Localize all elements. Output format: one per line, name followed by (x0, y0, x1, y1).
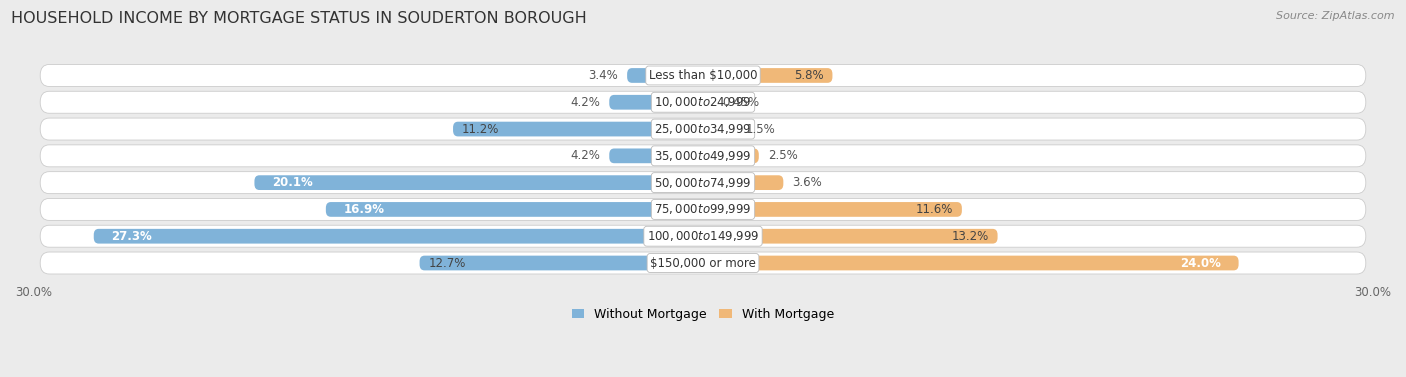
Text: 16.9%: 16.9% (343, 203, 385, 216)
Text: 12.7%: 12.7% (429, 256, 465, 270)
FancyBboxPatch shape (703, 122, 737, 136)
FancyBboxPatch shape (326, 202, 703, 217)
FancyBboxPatch shape (703, 149, 759, 163)
FancyBboxPatch shape (419, 256, 703, 270)
Text: 1.5%: 1.5% (745, 123, 775, 136)
FancyBboxPatch shape (703, 229, 998, 244)
FancyBboxPatch shape (41, 91, 1365, 113)
FancyBboxPatch shape (41, 252, 1365, 274)
Text: $25,000 to $34,999: $25,000 to $34,999 (654, 122, 752, 136)
Text: 3.4%: 3.4% (589, 69, 619, 82)
FancyBboxPatch shape (609, 149, 703, 163)
Text: $150,000 or more: $150,000 or more (650, 256, 756, 270)
Text: 2.5%: 2.5% (768, 149, 797, 162)
FancyBboxPatch shape (703, 256, 1239, 270)
Text: 3.6%: 3.6% (792, 176, 823, 189)
FancyBboxPatch shape (41, 172, 1365, 194)
Text: HOUSEHOLD INCOME BY MORTGAGE STATUS IN SOUDERTON BOROUGH: HOUSEHOLD INCOME BY MORTGAGE STATUS IN S… (11, 11, 586, 26)
Text: Less than $10,000: Less than $10,000 (648, 69, 758, 82)
Text: 20.1%: 20.1% (273, 176, 314, 189)
Text: 13.2%: 13.2% (952, 230, 988, 243)
FancyBboxPatch shape (41, 118, 1365, 140)
FancyBboxPatch shape (41, 64, 1365, 86)
Text: 4.2%: 4.2% (571, 149, 600, 162)
Text: 5.8%: 5.8% (794, 69, 824, 82)
FancyBboxPatch shape (41, 145, 1365, 167)
FancyBboxPatch shape (703, 175, 783, 190)
Text: 11.6%: 11.6% (915, 203, 953, 216)
FancyBboxPatch shape (703, 202, 962, 217)
Text: $35,000 to $49,999: $35,000 to $49,999 (654, 149, 752, 163)
FancyBboxPatch shape (703, 95, 713, 110)
Text: 27.3%: 27.3% (111, 230, 152, 243)
Text: 4.2%: 4.2% (571, 96, 600, 109)
FancyBboxPatch shape (627, 68, 703, 83)
Legend: Without Mortgage, With Mortgage: Without Mortgage, With Mortgage (567, 303, 839, 326)
Text: $10,000 to $24,999: $10,000 to $24,999 (654, 95, 752, 109)
FancyBboxPatch shape (254, 175, 703, 190)
FancyBboxPatch shape (453, 122, 703, 136)
Text: 24.0%: 24.0% (1180, 256, 1220, 270)
Text: $75,000 to $99,999: $75,000 to $99,999 (654, 202, 752, 216)
Text: Source: ZipAtlas.com: Source: ZipAtlas.com (1277, 11, 1395, 21)
Text: $50,000 to $74,999: $50,000 to $74,999 (654, 176, 752, 190)
FancyBboxPatch shape (94, 229, 703, 244)
FancyBboxPatch shape (609, 95, 703, 110)
Text: 0.45%: 0.45% (721, 96, 759, 109)
Text: $100,000 to $149,999: $100,000 to $149,999 (647, 229, 759, 243)
FancyBboxPatch shape (41, 225, 1365, 247)
FancyBboxPatch shape (703, 68, 832, 83)
Text: 11.2%: 11.2% (463, 123, 499, 136)
FancyBboxPatch shape (41, 198, 1365, 221)
